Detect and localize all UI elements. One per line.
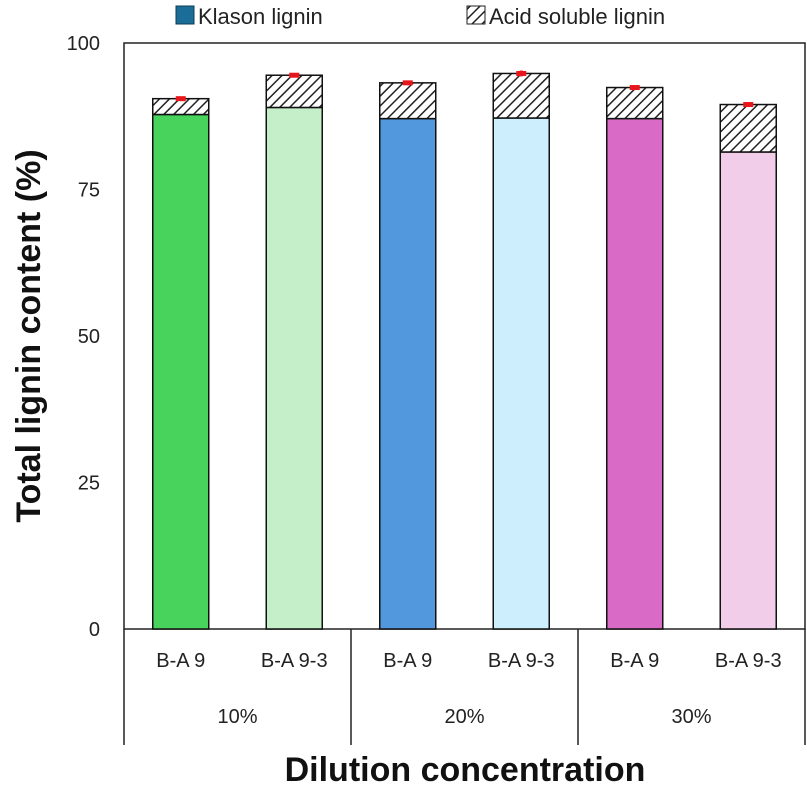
error-bar-cap bbox=[743, 102, 754, 108]
bar-acid-soluble-lignin bbox=[379, 82, 437, 120]
group-label: 30% bbox=[671, 706, 711, 728]
y-tick-label: 50 bbox=[78, 326, 100, 348]
bar-acid-soluble-lignin bbox=[492, 72, 550, 119]
y-tick-label: 0 bbox=[89, 619, 100, 641]
error-bar-cap bbox=[175, 96, 186, 102]
y-tick-label: 100 bbox=[67, 33, 100, 55]
x-axis-title: Dilution concentration bbox=[285, 751, 646, 787]
category-label: B-A 9 bbox=[610, 650, 659, 672]
legend-swatch-acid-soluble bbox=[466, 5, 486, 25]
category-label: B-A 9 bbox=[383, 650, 432, 672]
error-bar-cap bbox=[629, 85, 640, 91]
category-label: B-A 9-3 bbox=[488, 650, 555, 672]
error-bar-cap bbox=[402, 80, 413, 86]
legend: Klason lignin Acid soluble lignin bbox=[175, 4, 665, 29]
plot-frame bbox=[123, 42, 806, 630]
group-label: 10% bbox=[217, 706, 257, 728]
bar-klason-lignin bbox=[379, 117, 437, 630]
y-tick-label: 75 bbox=[78, 180, 100, 202]
legend-swatch-klason bbox=[175, 5, 195, 25]
error-bar-cap bbox=[516, 70, 527, 76]
bar-klason-lignin bbox=[265, 106, 323, 630]
bar-acid-soluble-lignin bbox=[265, 74, 323, 109]
legend-label-klason: Klason lignin bbox=[198, 4, 323, 29]
bar-klason-lignin bbox=[492, 117, 550, 630]
category-label: B-A 9-3 bbox=[261, 650, 328, 672]
error-bar-cap bbox=[289, 72, 300, 78]
legend-label-acid-soluble: Acid soluble lignin bbox=[489, 4, 665, 29]
bar-acid-soluble-lignin bbox=[606, 86, 664, 120]
bar-klason-lignin bbox=[719, 151, 777, 630]
x-axis: B-A 9 B-A 9-3 B-A 9 B-A 9-3 B-A 9 B-A 9-3 10% 2… bbox=[123, 629, 806, 745]
y-tick-label: 25 bbox=[78, 473, 100, 495]
category-label: B-A 9-3 bbox=[715, 650, 782, 672]
bar-klason-lignin bbox=[152, 113, 210, 630]
bars bbox=[152, 70, 777, 630]
category-label: B-A 9 bbox=[156, 650, 205, 672]
bar-klason-lignin bbox=[606, 117, 664, 630]
y-axis-title: Total lignin content (%) bbox=[10, 149, 48, 522]
group-label: 20% bbox=[444, 706, 484, 728]
bar-acid-soluble-lignin bbox=[719, 103, 777, 153]
y-axis: 0 25 50 75 100 bbox=[67, 33, 100, 641]
